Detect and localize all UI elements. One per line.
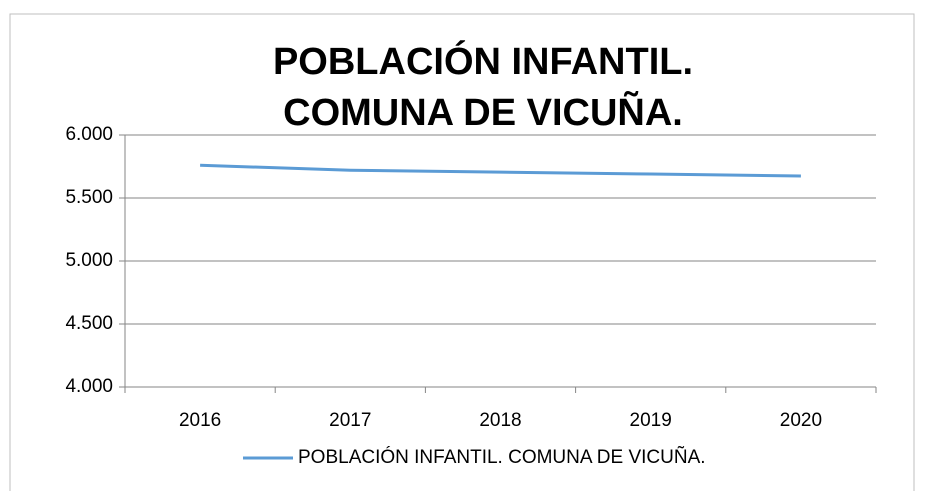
chart-title: COMUNA DE VICUÑA. xyxy=(283,90,683,134)
y-tick-label: 5.500 xyxy=(65,187,113,208)
y-tick-label: 5.000 xyxy=(65,250,113,271)
data-line xyxy=(200,163,801,178)
chart-frame xyxy=(9,13,915,491)
x-tick-label: 2016 xyxy=(179,410,221,431)
x-tick-label: 2017 xyxy=(329,410,371,431)
chart-title: POBLACIÓN INFANTIL. xyxy=(273,39,693,83)
x-tick-label: 2019 xyxy=(630,410,672,431)
legend-label: POBLACIÓN INFANTIL. COMUNA DE VICUÑA. xyxy=(298,446,706,468)
y-tick-label: 6.000 xyxy=(65,124,113,145)
y-tick-label: 4.000 xyxy=(65,376,113,397)
x-tick-label: 2018 xyxy=(479,410,521,431)
y-tick-label: 4.500 xyxy=(65,313,113,334)
x-tick-label: 2020 xyxy=(780,410,822,431)
